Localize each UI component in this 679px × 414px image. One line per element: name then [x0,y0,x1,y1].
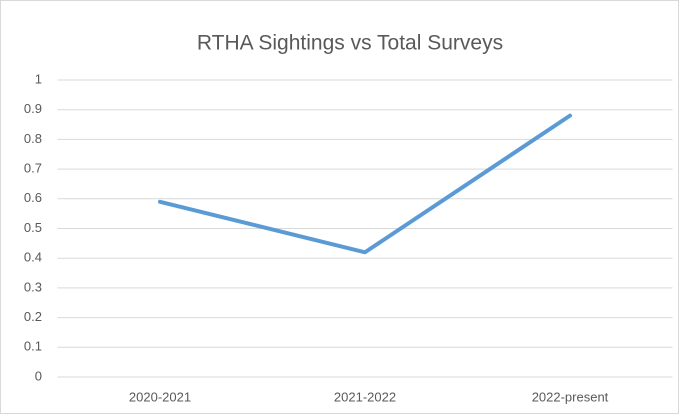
y-tick-label: 0 [35,368,42,383]
x-tick-label: 2020-2021 [129,389,191,404]
y-tick-label: 0.5 [24,220,42,235]
x-tick-label: 2021-2022 [334,389,396,404]
y-tick-label: 1 [35,71,42,86]
y-tick-label: 0.4 [24,250,42,265]
y-tick-label: 0.2 [24,309,42,324]
x-tick-label: 2022-present [532,389,609,404]
chart-title: RTHA Sightings vs Total Surveys [197,32,503,55]
y-tick-label: 0.7 [24,161,42,176]
y-tick-label: 0.9 [24,101,42,116]
data-line [158,113,572,255]
y-tick-label: 0.6 [24,190,42,205]
y-tick-label: 0.3 [24,279,42,294]
y-tick-label: 0.1 [24,339,42,354]
y-tick-label: 0.8 [24,131,42,146]
